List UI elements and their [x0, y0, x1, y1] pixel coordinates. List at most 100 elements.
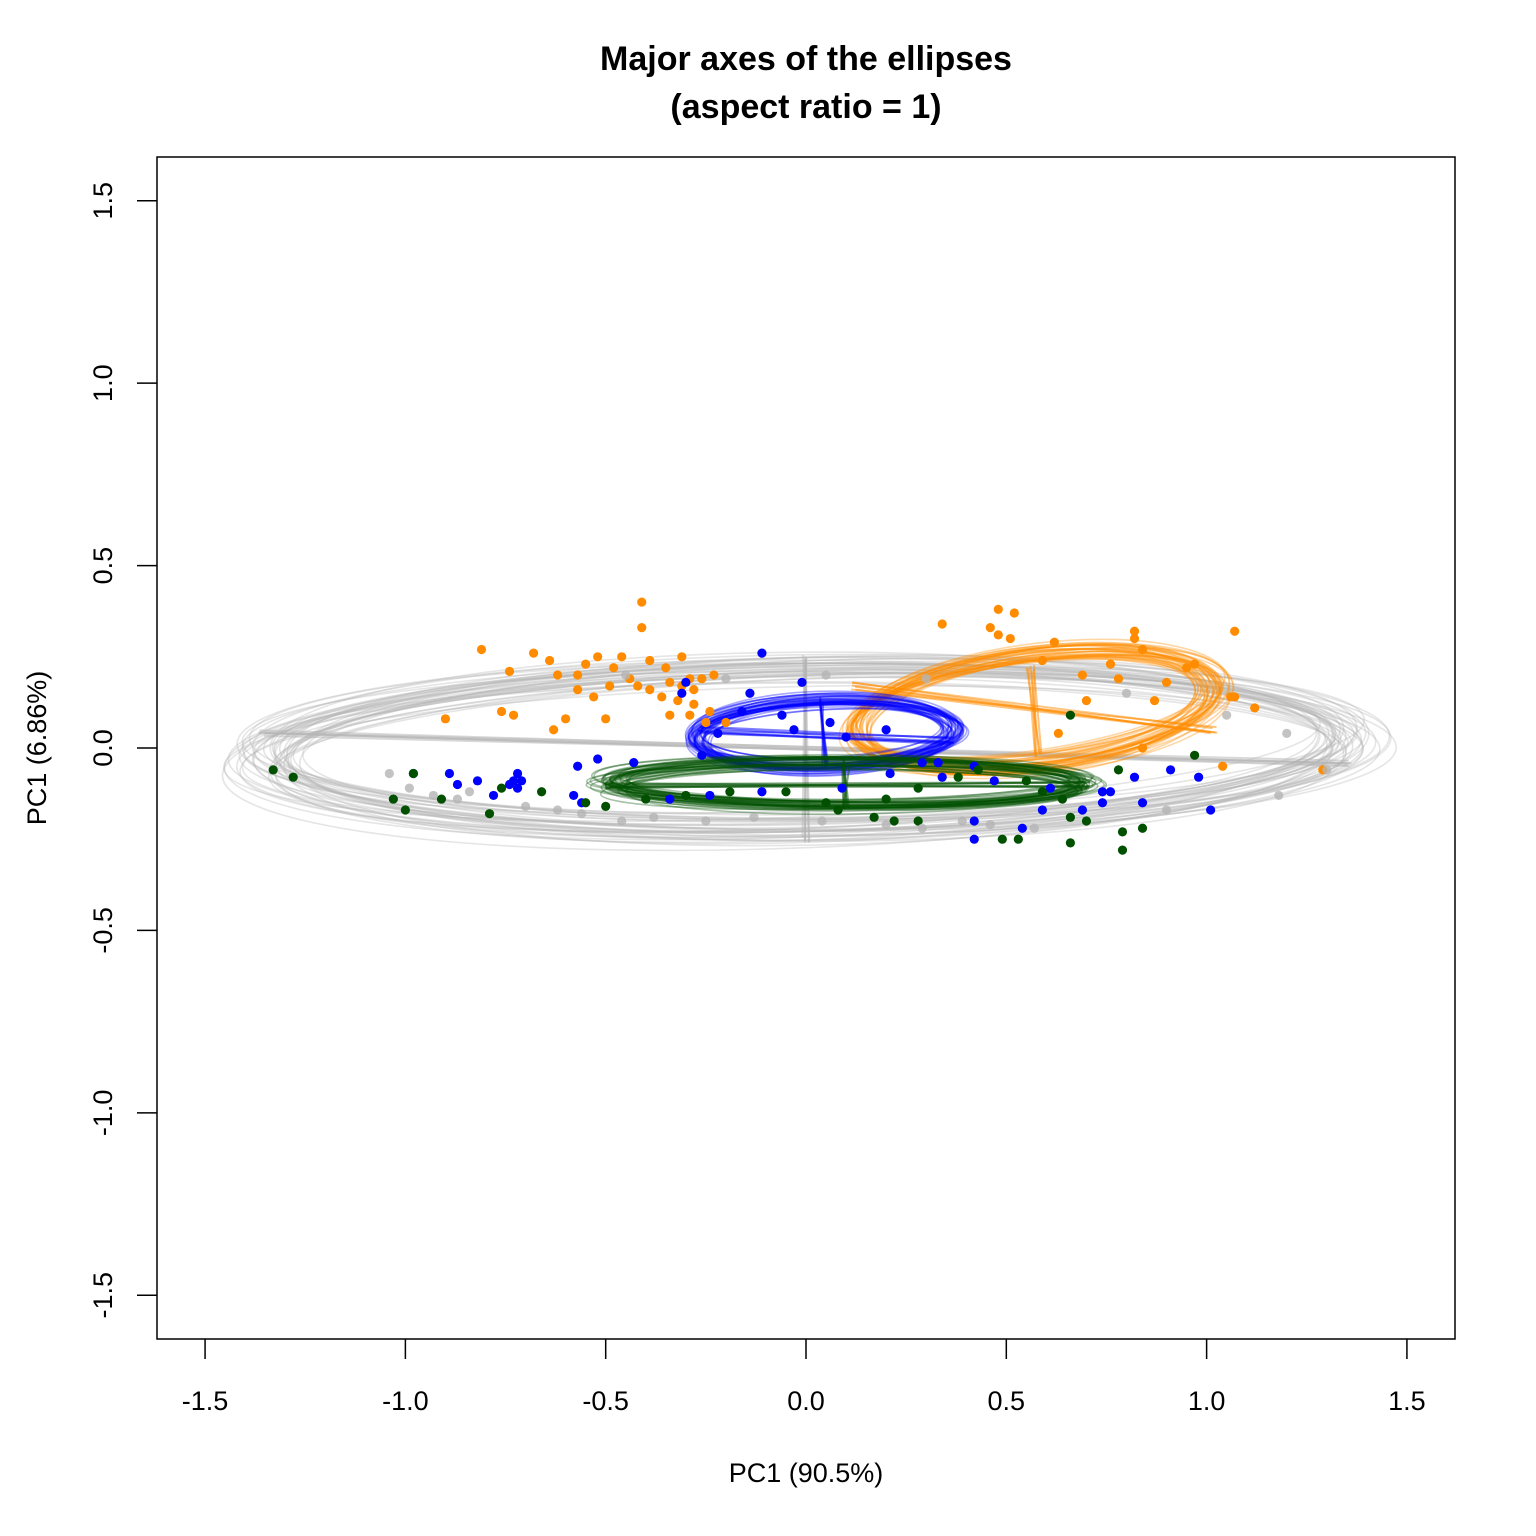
point-orange	[1189, 659, 1200, 669]
ellipse-blue	[687, 699, 950, 766]
ellipse-green	[627, 758, 1082, 803]
ellipse-grey	[251, 664, 1392, 833]
point-orange	[617, 652, 627, 662]
point-orange	[657, 692, 667, 702]
ellipse-grey	[279, 668, 1363, 833]
ellipse-blue	[700, 703, 962, 761]
point-blue	[757, 787, 767, 797]
ellipse-grey	[222, 665, 1366, 822]
y-tick-label: -1.5	[88, 1272, 118, 1319]
chart-subtitle: (aspect ratio = 1)	[670, 88, 941, 126]
point-grey	[821, 670, 831, 680]
point-green	[1113, 765, 1124, 775]
ellipse-green	[602, 755, 1108, 807]
point-orange	[1009, 608, 1019, 618]
point-grey	[621, 670, 631, 680]
point-orange	[581, 659, 591, 669]
ellipse-blue	[707, 703, 965, 771]
point-orange	[1149, 695, 1160, 706]
point-blue	[472, 776, 483, 786]
point-blue	[1165, 765, 1176, 775]
ellipse-orange	[846, 644, 1217, 765]
point-blue	[777, 710, 787, 720]
point-orange	[573, 670, 583, 680]
ellipse-orange	[845, 644, 1222, 771]
point-orange	[553, 670, 563, 680]
point-green	[1081, 816, 1092, 826]
ellipse-blue	[688, 695, 957, 775]
point-orange	[549, 725, 559, 735]
ellipse-blue	[693, 703, 944, 767]
point-blue	[1137, 798, 1148, 808]
point-orange	[1105, 659, 1116, 669]
ellipse-blue	[710, 699, 959, 775]
point-orange	[1037, 655, 1047, 666]
point-orange	[1250, 703, 1260, 713]
point-orange	[601, 714, 611, 724]
ellipse-orange	[859, 650, 1224, 764]
point-blue	[1097, 787, 1108, 797]
point-orange	[665, 677, 675, 687]
ellipse-grey	[292, 671, 1337, 820]
ellipse-group-green	[585, 753, 1108, 815]
ellipse-blue	[690, 703, 949, 769]
ellipse-grey	[274, 662, 1321, 829]
ellipse-orange	[848, 658, 1200, 760]
point-green	[496, 783, 507, 793]
ellipse-orange	[852, 648, 1197, 774]
point-grey	[553, 805, 563, 815]
point-green	[881, 794, 891, 804]
ellipse-blue	[701, 707, 968, 766]
point-orange	[1049, 637, 1059, 647]
point-orange	[701, 717, 711, 728]
point-green	[1057, 794, 1067, 804]
point-orange	[721, 717, 731, 728]
ellipse-grey	[299, 657, 1345, 834]
ellipses-layer	[221, 638, 1397, 852]
point-green	[913, 816, 923, 826]
point-blue	[444, 768, 455, 779]
ellipse-grey	[252, 668, 1333, 841]
point-green	[641, 794, 651, 804]
point-blue	[937, 772, 947, 782]
point-grey	[649, 812, 659, 822]
ellipse-orange	[841, 653, 1210, 759]
point-green	[388, 794, 398, 804]
point-orange	[1161, 677, 1172, 687]
point-blue	[745, 688, 755, 698]
x-tick-label: 0.5	[988, 1386, 1026, 1416]
ellipse-grey	[272, 662, 1364, 836]
point-blue	[593, 754, 603, 764]
point-orange	[633, 681, 643, 691]
point-blue	[629, 757, 639, 768]
point-grey	[921, 674, 931, 684]
point-green	[1137, 823, 1148, 833]
point-green	[408, 768, 418, 779]
point-orange	[637, 597, 647, 607]
point-orange	[440, 714, 451, 724]
ellipse-blue	[693, 702, 945, 771]
ellipse-orange	[870, 650, 1210, 769]
ellipse-green	[589, 766, 1084, 806]
point-orange	[685, 710, 695, 720]
point-green	[1021, 776, 1031, 786]
ellipse-green	[608, 761, 1099, 804]
ellipse-green	[585, 765, 1096, 804]
major-axis-blue	[699, 725, 951, 740]
point-orange	[609, 663, 619, 673]
x-tick-label: -1.0	[382, 1386, 429, 1416]
ellipse-grey	[223, 654, 1358, 841]
point-orange	[1181, 663, 1192, 673]
ellipse-grey	[241, 662, 1397, 833]
ellipse-grey	[251, 653, 1391, 830]
ellipse-grey	[274, 682, 1347, 821]
ellipse-orange	[860, 645, 1209, 773]
point-green	[821, 798, 831, 808]
ellipse-green	[617, 764, 1085, 811]
y-tick-label: 0.5	[88, 547, 118, 585]
point-blue	[713, 728, 723, 739]
point-green	[973, 765, 983, 775]
point-orange	[504, 666, 515, 676]
point-orange	[1137, 743, 1148, 753]
point-orange	[689, 699, 699, 709]
